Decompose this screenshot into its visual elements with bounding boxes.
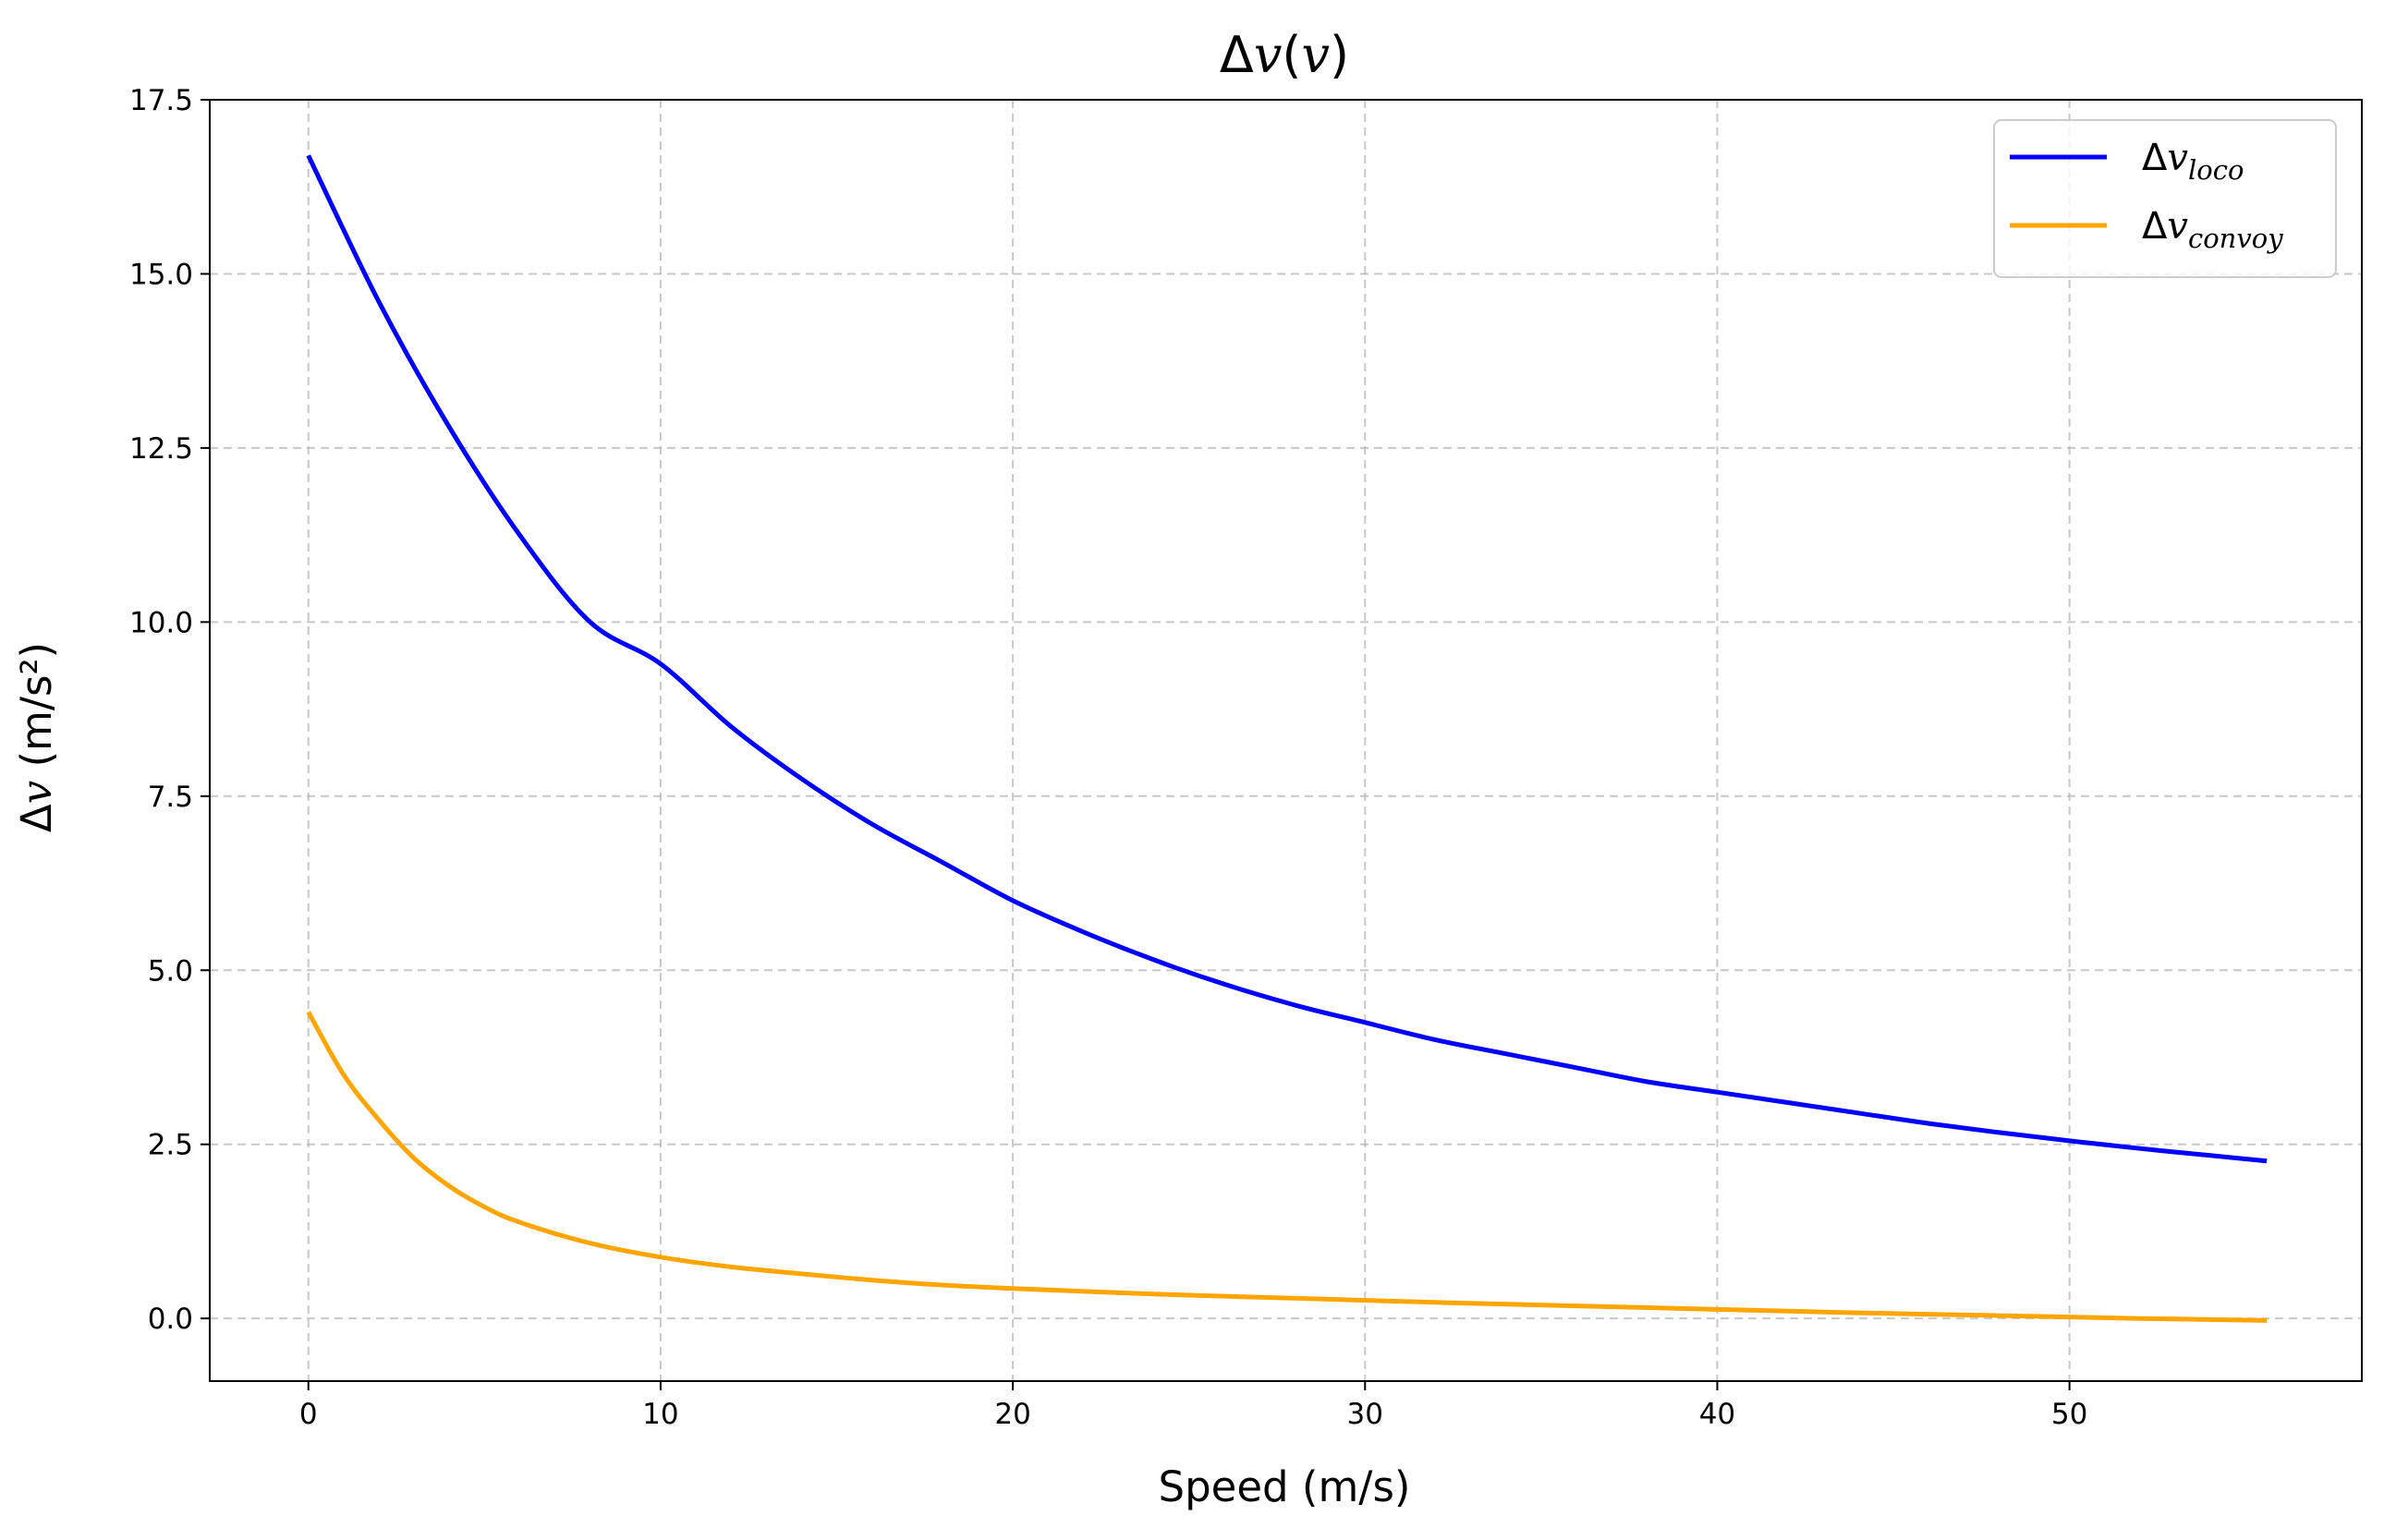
x-tick-label: 0 (299, 1398, 318, 1431)
y-ticks: 0.0 2.5 5.0 7.5 10.0 12.5 15.0 17.5 (129, 84, 210, 1336)
x-tick-label: 50 (2051, 1398, 2087, 1431)
x-tick-label: 40 (1699, 1398, 1735, 1431)
y-tick-label: 17.5 (129, 84, 193, 117)
legend-label-convoy: Δvconvoy (2142, 205, 2283, 254)
x-tick-label: 10 (642, 1398, 678, 1431)
legend-label-loco: Δvloco (2142, 137, 2244, 186)
x-axis-title: Speed (m/s) (1159, 1462, 1411, 1511)
y-tick-label: 0.0 (148, 1303, 193, 1336)
y-tick-label: 10.0 (129, 606, 193, 639)
y-tick-label: 15.0 (129, 258, 193, 291)
chart-title: Δv(v) (1220, 26, 1349, 84)
y-tick-label: 12.5 (129, 432, 193, 466)
y-tick-label: 2.5 (148, 1129, 193, 1162)
y-tick-label: 7.5 (148, 781, 193, 814)
series-line-convoy (306, 1011, 2268, 1323)
legend: Δvloco Δvconvoy (1993, 119, 2337, 278)
y-axis-title: Δv (m/s²) (12, 642, 61, 832)
x-tick-label: 20 (994, 1398, 1030, 1431)
series-layer (306, 154, 2268, 1323)
x-tick-label: 30 (1347, 1398, 1383, 1431)
x-ticks: 0 10 20 30 40 50 (299, 1381, 2087, 1431)
y-tick-label: 5.0 (148, 954, 193, 988)
plot-frame (209, 99, 2363, 1382)
series-line-loco (306, 154, 2268, 1164)
